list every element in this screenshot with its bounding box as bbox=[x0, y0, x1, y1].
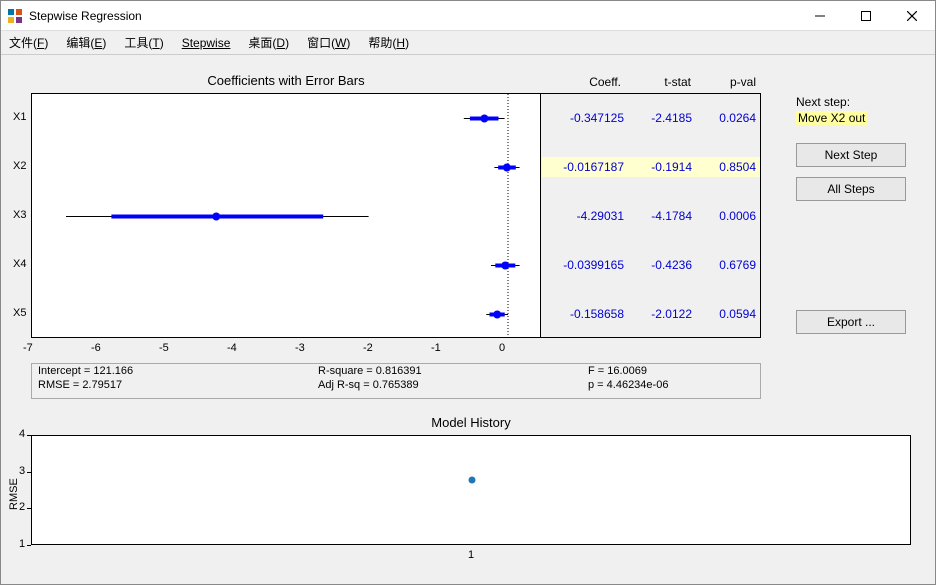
coef-chart-title: Coefficients with Error Bars bbox=[31, 73, 541, 88]
summary-box: Intercept = 121.166 R-square = 0.816391 … bbox=[31, 363, 761, 399]
menu-stepwise[interactable]: Stepwise bbox=[182, 36, 231, 50]
menu-tools[interactable]: 工具(T) bbox=[124, 34, 163, 51]
coef-xtick: -1 bbox=[431, 342, 441, 354]
history-ytick: 4 bbox=[19, 428, 25, 440]
coef-xtick: -7 bbox=[23, 342, 33, 354]
summary-rmse: RMSE = 2.79517 bbox=[32, 378, 312, 392]
stat-pval: 0.8504 bbox=[706, 160, 756, 174]
summary-adjrsq: Adj R-sq = 0.765389 bbox=[312, 378, 582, 392]
summary-p: p = 4.46234e-06 bbox=[582, 378, 760, 392]
menu-file[interactable]: 文件(F) bbox=[9, 34, 48, 51]
all-steps-button[interactable]: All Steps bbox=[796, 177, 906, 201]
coef-xtick: 0 bbox=[499, 342, 505, 354]
coef-xtick: -4 bbox=[227, 342, 237, 354]
summary-intercept: Intercept = 121.166 bbox=[32, 364, 312, 378]
coef-ylabel: X1 bbox=[13, 111, 26, 123]
side-panel: Next step: Move X2 out Next Step All Ste… bbox=[796, 95, 906, 211]
header-tstat: t-stat bbox=[641, 75, 691, 89]
menu-window[interactable]: 窗口(W) bbox=[307, 34, 350, 51]
window-title: Stepwise Regression bbox=[29, 9, 142, 23]
coef-ylabel: X3 bbox=[13, 209, 26, 221]
app-window: Stepwise Regression 文件(F) 编辑(E) 工具(T) St… bbox=[0, 0, 936, 585]
stat-pval: 0.0594 bbox=[706, 307, 756, 321]
next-step-label: Next step: bbox=[796, 95, 906, 109]
stat-tstat: -2.4185 bbox=[637, 111, 692, 125]
history-ytick: 2 bbox=[19, 501, 25, 513]
stat-coef: -0.0167187 bbox=[549, 160, 624, 174]
content-area: Coefficients with Error Bars Coeff. t-st… bbox=[1, 55, 935, 584]
history-plot[interactable] bbox=[31, 435, 911, 545]
export-panel: Export ... bbox=[796, 310, 906, 344]
stat-tstat: -2.0122 bbox=[637, 307, 692, 321]
stat-pval: 0.0006 bbox=[706, 209, 756, 223]
header-pval: p-val bbox=[711, 75, 756, 89]
export-button[interactable]: Export ... bbox=[796, 310, 906, 334]
coef-ylabel: X2 bbox=[13, 160, 26, 172]
coef-xtick: -6 bbox=[91, 342, 101, 354]
menu-help[interactable]: 帮助(H) bbox=[368, 34, 409, 51]
stat-coef: -0.0399165 bbox=[549, 258, 624, 272]
close-button[interactable] bbox=[889, 1, 935, 31]
next-step-button[interactable]: Next Step bbox=[796, 143, 906, 167]
app-icon bbox=[7, 8, 23, 24]
coef-ylabel: X5 bbox=[13, 307, 26, 319]
history-xtick: 1 bbox=[468, 549, 474, 561]
stat-coef: -4.29031 bbox=[549, 209, 624, 223]
maximize-button[interactable] bbox=[843, 1, 889, 31]
history-ytick: 1 bbox=[19, 538, 25, 550]
header-coef: Coeff. bbox=[561, 75, 621, 89]
summary-f: F = 16.0069 bbox=[582, 364, 760, 378]
history-chart-title: Model History bbox=[31, 415, 911, 430]
coef-xtick: -2 bbox=[363, 342, 373, 354]
coef-xtick: -5 bbox=[159, 342, 169, 354]
stat-pval: 0.6769 bbox=[706, 258, 756, 272]
stat-tstat: -0.1914 bbox=[637, 160, 692, 174]
stat-coef: -0.158658 bbox=[549, 307, 624, 321]
summary-rsq: R-square = 0.816391 bbox=[312, 364, 582, 378]
next-step-action: Move X2 out bbox=[796, 111, 867, 125]
stat-coef: -0.347125 bbox=[549, 111, 624, 125]
menubar: 文件(F) 编辑(E) 工具(T) Stepwise 桌面(D) 窗口(W) 帮… bbox=[1, 31, 935, 55]
stat-pval: 0.0264 bbox=[706, 111, 756, 125]
menu-desktop[interactable]: 桌面(D) bbox=[248, 34, 289, 51]
history-ytick: 3 bbox=[19, 465, 25, 477]
coef-xtick: -3 bbox=[295, 342, 305, 354]
stat-tstat: -4.1784 bbox=[637, 209, 692, 223]
menu-edit[interactable]: 编辑(E) bbox=[66, 34, 106, 51]
coef-plot[interactable] bbox=[31, 93, 541, 338]
stat-tstat: -0.4236 bbox=[637, 258, 692, 272]
coef-ylabel: X4 bbox=[13, 258, 26, 270]
titlebar: Stepwise Regression bbox=[1, 1, 935, 31]
minimize-button[interactable] bbox=[797, 1, 843, 31]
